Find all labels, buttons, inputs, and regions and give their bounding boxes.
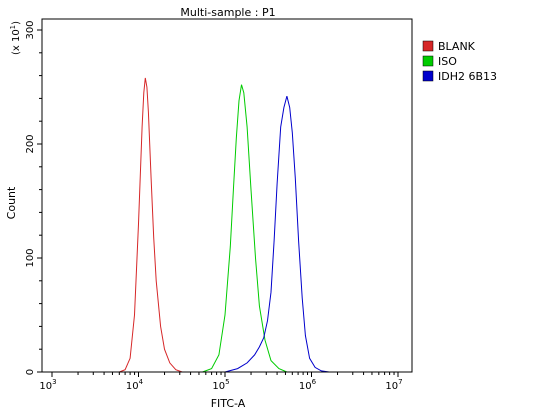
x-tick-label-0: 103 bbox=[39, 378, 56, 392]
legend: BLANK ISO IDH2 6B13 bbox=[422, 40, 497, 83]
chart-title: Multi-sample : P1 bbox=[180, 6, 275, 19]
plot-frame bbox=[41, 18, 413, 373]
x-tick-label-3: 106 bbox=[299, 378, 317, 392]
legend-swatch-0 bbox=[422, 40, 434, 52]
y-tick-label-0: 0 bbox=[25, 369, 36, 375]
series-line-blank bbox=[119, 77, 183, 373]
series-line-idh2-6b13 bbox=[224, 95, 330, 373]
legend-label-0: BLANK bbox=[438, 40, 476, 53]
legend-swatch-2 bbox=[422, 70, 434, 82]
series-group bbox=[119, 77, 330, 373]
series-line-iso bbox=[202, 84, 288, 373]
x-tick-label-2: 105 bbox=[212, 378, 229, 392]
x-tick-label-1: 104 bbox=[126, 378, 144, 392]
y-tick-label-1: 100 bbox=[25, 248, 36, 267]
legend-label-2: IDH2 6B13 bbox=[438, 70, 497, 83]
legend-swatch-1 bbox=[422, 55, 434, 67]
x-axis-label: FITC-A bbox=[211, 397, 246, 410]
y-axis-label: Count bbox=[5, 186, 18, 219]
legend-label-1: ISO bbox=[438, 55, 457, 68]
x-tick-label-4: 107 bbox=[385, 378, 402, 392]
y-multiplier-label: (x 101) bbox=[9, 21, 22, 55]
y-tick-label-2: 200 bbox=[25, 134, 36, 153]
y-tick-label-3: 300 bbox=[25, 20, 36, 39]
axis-ticks: 103 104 105 106 107 0 100 200 300 bbox=[25, 20, 403, 392]
